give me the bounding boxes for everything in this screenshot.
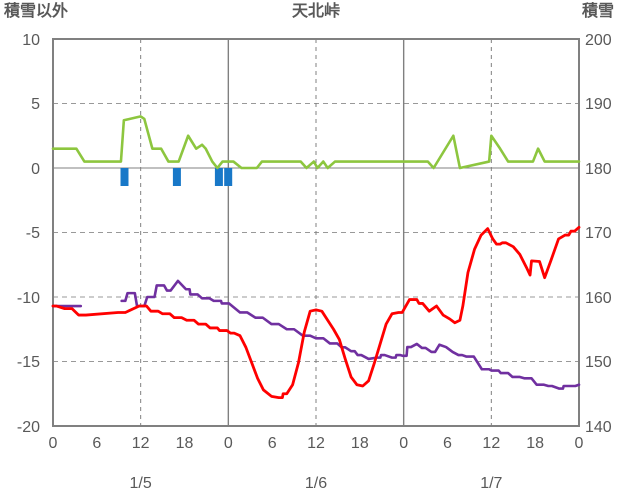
svg-text:18: 18 <box>526 435 544 452</box>
svg-text:150: 150 <box>585 354 612 371</box>
svg-text:18: 18 <box>176 435 194 452</box>
svg-text:-10: -10 <box>17 290 40 307</box>
svg-text:180: 180 <box>585 161 612 178</box>
svg-text:6: 6 <box>268 435 277 452</box>
svg-text:200: 200 <box>585 32 612 49</box>
svg-text:160: 160 <box>585 290 612 307</box>
svg-text:1/5: 1/5 <box>130 475 152 492</box>
svg-text:天北峠: 天北峠 <box>292 1 340 20</box>
svg-text:積雪以外: 積雪以外 <box>3 1 68 20</box>
svg-text:1/6: 1/6 <box>305 475 327 492</box>
svg-text:-15: -15 <box>17 354 40 371</box>
svg-text:140: 140 <box>585 419 612 436</box>
svg-text:1/7: 1/7 <box>480 475 502 492</box>
svg-text:-5: -5 <box>26 225 40 242</box>
svg-text:5: 5 <box>31 96 40 113</box>
svg-text:170: 170 <box>585 225 612 242</box>
svg-text:12: 12 <box>132 435 150 452</box>
svg-text:0: 0 <box>575 435 584 452</box>
svg-text:0: 0 <box>49 435 58 452</box>
svg-text:12: 12 <box>307 435 325 452</box>
svg-text:積雪: 積雪 <box>581 1 614 20</box>
svg-text:18: 18 <box>351 435 369 452</box>
svg-text:6: 6 <box>443 435 452 452</box>
svg-text:0: 0 <box>399 435 408 452</box>
svg-text:190: 190 <box>585 96 612 113</box>
svg-text:0: 0 <box>31 161 40 178</box>
svg-text:0: 0 <box>224 435 233 452</box>
svg-text:12: 12 <box>482 435 500 452</box>
svg-text:10: 10 <box>22 32 40 49</box>
svg-text:6: 6 <box>92 435 101 452</box>
svg-text:-20: -20 <box>17 419 40 436</box>
